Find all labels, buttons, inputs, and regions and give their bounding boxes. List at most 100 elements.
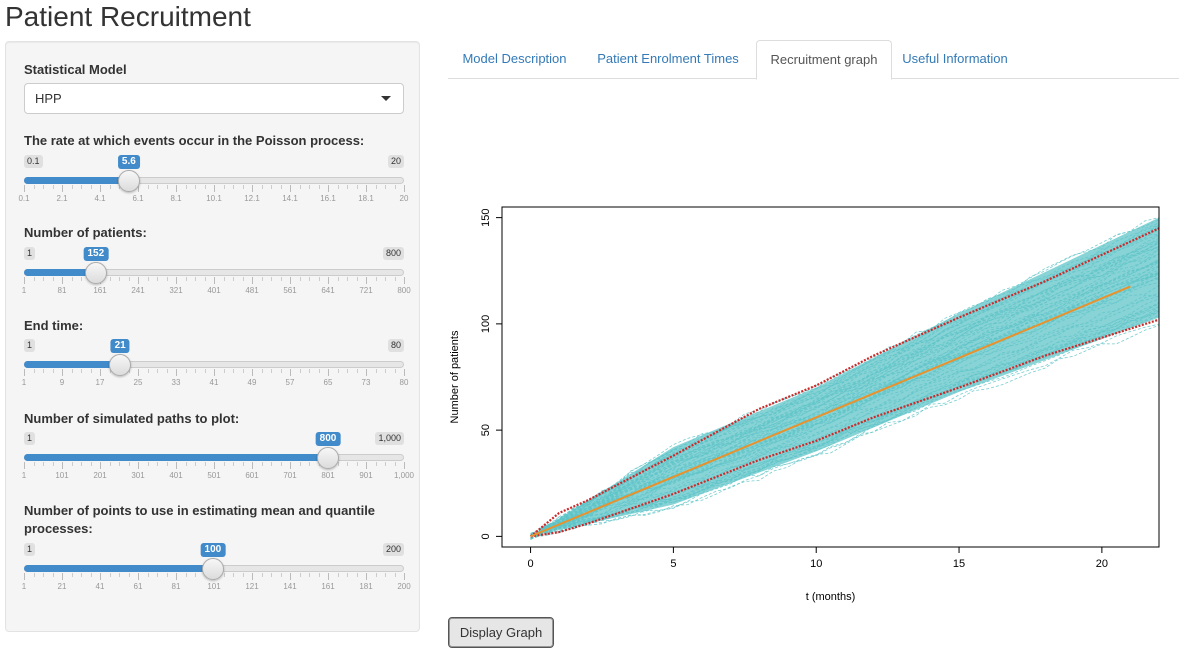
slider-min-label: 1: [24, 247, 36, 260]
slider-tick-label: 57: [285, 378, 295, 387]
slider-tick-label: 81: [57, 286, 67, 295]
slider-tick: [261, 369, 263, 373]
slider-tick: [166, 369, 168, 373]
slider-tick-label: 481: [245, 286, 259, 295]
slider-tick: [147, 462, 149, 466]
tab-model-description[interactable]: Model Description: [448, 40, 581, 79]
display-graph-button[interactable]: Display Graph: [448, 617, 554, 648]
slider-tick-label: 641: [321, 286, 335, 295]
slider-paths[interactable]: 1 1,000 800 1 101 201 301 401 501 601 701 801 901 1,0…: [22, 432, 414, 492]
slider-tick: [52, 185, 54, 189]
slider-tick: [366, 185, 367, 192]
slider-min-label: 1: [24, 339, 36, 352]
slider-tick: [81, 277, 82, 281]
tab-label: Recruitment graph: [770, 52, 878, 67]
slider-tick-label: 1: [21, 378, 27, 387]
slider-tick: [328, 185, 329, 192]
slider-tick: [290, 573, 291, 580]
simulated-path-line: [530, 310, 1159, 536]
slider-tick-label: 14.1: [282, 194, 298, 203]
tab-patient-enrolment-times[interactable]: Patient Enrolment Times: [581, 40, 755, 79]
slider-tick: [176, 462, 177, 469]
slider-handle[interactable]: [317, 447, 339, 469]
slider-tick: [290, 369, 291, 376]
slider-tick: [280, 277, 282, 281]
slider-tick-label: 17: [95, 378, 105, 387]
slider-tick: [280, 573, 282, 577]
slider-tick: [375, 185, 377, 189]
slider-handle[interactable]: [201, 558, 224, 580]
slider-fill: [24, 361, 121, 368]
slider-tick: [356, 462, 358, 466]
slider-tick: [347, 573, 348, 577]
slider-tick: [337, 462, 339, 466]
slider-ticks: [24, 573, 405, 581]
slider-patients[interactable]: 1 800 152 1 81 161 241 321 401 481 561 641 721 800: [21, 247, 411, 307]
slider-tick-label: 1: [21, 286, 27, 295]
slider-tick: [375, 277, 377, 281]
slider-tick: [309, 573, 310, 577]
tab-recruitment-graph[interactable]: Recruitment graph: [756, 40, 892, 80]
slider-tick-label: 20: [399, 194, 409, 203]
slider-tick: [299, 369, 301, 373]
slider-handle[interactable]: [109, 354, 132, 376]
slider-tick: [309, 277, 310, 281]
slider-max-label: 80: [387, 339, 404, 352]
slider-handle[interactable]: [117, 170, 140, 192]
slider-tick: [252, 369, 253, 376]
slider-tick: [318, 185, 320, 189]
simulated-path-line: [530, 219, 1159, 538]
slider-tick-label: 2.1: [56, 194, 68, 203]
tab-useful-information[interactable]: Useful Information: [894, 40, 1016, 79]
slider-label-points: Number of points to use in estimating me…: [24, 503, 376, 536]
slider-rate[interactable]: 0.1 20 5.6 0.1 2.1 4.1 6.1 8.1 10.1 12.1 14.1 16.1 1…: [18, 155, 408, 215]
slider-tick: [394, 462, 396, 466]
slider-tick: [147, 185, 149, 189]
slider-tick: [347, 277, 348, 281]
simulated-path-line: [530, 306, 1159, 539]
slider-tick: [280, 369, 282, 373]
slider-tick-label: 101: [55, 471, 69, 480]
slider-tick: [157, 185, 158, 189]
slider-tick-label: 121: [245, 582, 259, 591]
simulated-path-line: [530, 248, 1159, 536]
slider-tick: [204, 462, 206, 466]
slider-tick: [233, 277, 234, 281]
slider-tick: [280, 462, 282, 466]
slider-tick: [261, 277, 263, 281]
slider-ticks: [24, 277, 405, 285]
slider-tick-label: 81: [171, 582, 181, 591]
slider-end_time[interactable]: 1 80 21 1 9 17 25 33 41 49 57 65 73 80: [21, 339, 408, 399]
lower-quantile-line: [530, 318, 1159, 538]
slider-tick-label: 12.1: [244, 194, 260, 203]
x-tick-label: 20: [1096, 558, 1108, 570]
slider-tick: [299, 573, 301, 577]
slider-tick: [81, 573, 82, 577]
slider-tick: [147, 277, 149, 281]
slider-tick: [138, 369, 139, 376]
slider-max-label: 800: [382, 247, 404, 260]
slider-ticks: [24, 462, 405, 470]
slider-tick-label: 41: [95, 582, 105, 591]
slider-tick: [271, 277, 272, 281]
simulated-path-line: [530, 276, 1159, 540]
slider-tick: [366, 277, 367, 284]
slider-tick-labels: 1 101 201 301 401 501 601 701 801 901 1,000: [22, 471, 414, 483]
slider-points[interactable]: 1 200 100 1 21 41 61 81 101 121 141 161 181 200: [22, 543, 411, 603]
slider-tick: [404, 573, 405, 580]
slider-tick-label: 1,000: [393, 471, 415, 480]
slider-tick: [233, 369, 234, 373]
slider-tick: [100, 369, 101, 376]
slider-tick: [242, 185, 244, 189]
slider-handle[interactable]: [84, 262, 107, 284]
slider-tick: [176, 573, 177, 580]
model-select[interactable]: HPP: [24, 83, 404, 114]
slider-tick: [43, 185, 44, 189]
slider-tick-label: 201: [93, 471, 107, 480]
slider-tick: [375, 369, 377, 373]
simulated-path-line: [530, 314, 1159, 539]
slider-tick: [366, 369, 367, 376]
upper-quantile-line: [529, 227, 1159, 538]
slider-tick: [195, 277, 196, 281]
slider-tick: [290, 462, 291, 469]
